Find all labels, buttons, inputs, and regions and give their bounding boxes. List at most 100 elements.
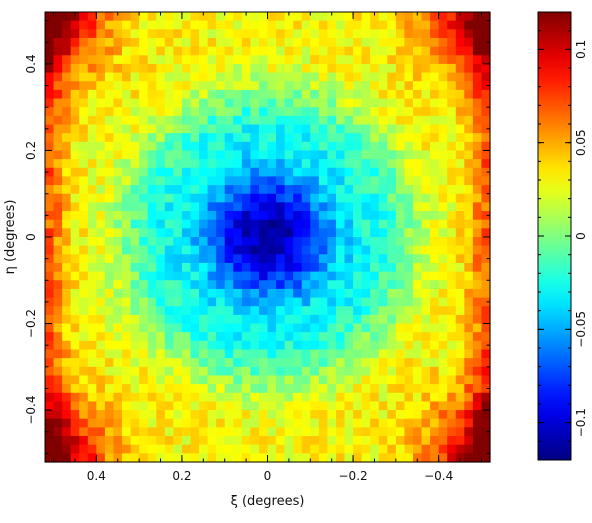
heatmap-cell — [241, 384, 251, 394]
heatmap-cell — [293, 219, 303, 229]
heatmap-cell — [233, 185, 243, 195]
heatmap-cell — [79, 219, 89, 229]
heatmap-cell — [370, 375, 380, 385]
heatmap-cell — [310, 384, 320, 394]
heatmap-cell — [199, 133, 209, 143]
heatmap-cell — [353, 133, 363, 143]
heatmap-cell — [70, 323, 80, 333]
heatmap-cell — [318, 159, 329, 169]
heatmap-cell — [96, 46, 106, 56]
heatmap-cell — [318, 410, 329, 420]
heatmap-cell — [224, 340, 234, 351]
heatmap-cell — [130, 202, 140, 212]
heatmap-cell — [327, 176, 337, 186]
heatmap-cell — [472, 46, 483, 56]
heatmap-cell — [267, 20, 277, 30]
heatmap-cell — [481, 55, 491, 65]
heatmap-cell — [241, 288, 251, 299]
heatmap-cell — [387, 314, 397, 325]
heatmap-cell — [70, 63, 80, 74]
heatmap-cell — [361, 29, 371, 39]
heatmap-cell — [438, 55, 448, 65]
heatmap-cell — [395, 211, 406, 221]
heatmap-cell — [353, 288, 363, 299]
heatmap-cell — [62, 72, 72, 82]
heatmap-cell — [164, 228, 174, 238]
heatmap-cell — [378, 297, 388, 307]
heatmap-cell — [378, 366, 388, 377]
heatmap-cell — [310, 37, 320, 48]
heatmap-cell — [233, 332, 243, 342]
heatmap-cell — [224, 219, 234, 229]
heatmap-cell — [62, 444, 72, 454]
heatmap-cell — [190, 63, 200, 74]
heatmap-cell — [156, 245, 166, 255]
heatmap-cell — [395, 392, 406, 403]
heatmap-cell — [241, 202, 251, 212]
heatmap-cell — [164, 237, 174, 247]
heatmap-cell — [164, 375, 174, 385]
heatmap-cell — [472, 219, 483, 229]
heatmap-cell — [104, 150, 115, 160]
heatmap-cell — [104, 124, 115, 134]
heatmap-cell — [199, 37, 209, 48]
heatmap-cell — [267, 280, 277, 290]
heatmap-cell — [104, 20, 115, 30]
heatmap-cell — [70, 55, 80, 65]
heatmap-cell — [481, 410, 491, 420]
heatmap-cell — [79, 89, 89, 100]
heatmap-cell — [301, 141, 311, 152]
heatmap-cell — [96, 12, 106, 22]
heatmap-cell — [353, 401, 363, 411]
heatmap-cell — [53, 444, 63, 454]
heatmap-cell — [173, 418, 183, 428]
heatmap-cell — [122, 29, 132, 39]
heatmap-cell — [404, 29, 414, 39]
heatmap-cell — [455, 288, 465, 299]
heatmap-cell — [45, 141, 55, 152]
heatmap-cell — [199, 366, 209, 377]
heatmap-cell — [387, 288, 397, 299]
heatmap-cell — [233, 271, 243, 281]
heatmap-cell — [447, 245, 457, 255]
heatmap-cell — [344, 115, 354, 126]
heatmap-cell — [233, 107, 243, 117]
heatmap-cell — [327, 418, 337, 428]
heatmap-cell — [293, 332, 303, 342]
heatmap-cell — [318, 202, 329, 212]
heatmap-cell — [378, 245, 388, 255]
heatmap-cell — [258, 262, 269, 273]
heatmap-cell — [45, 72, 55, 82]
heatmap-cell — [173, 340, 183, 351]
heatmap-cell — [404, 358, 414, 368]
heatmap-cell — [207, 323, 217, 333]
heatmap-cell — [181, 193, 192, 203]
heatmap-cell — [199, 340, 209, 351]
heatmap-cell — [62, 323, 72, 333]
heatmap-cell — [70, 271, 80, 281]
heatmap-cell — [430, 37, 440, 48]
heatmap-cell — [293, 436, 303, 446]
heatmap-cell — [472, 358, 483, 368]
heatmap-cell — [404, 245, 414, 255]
heatmap-cell — [104, 418, 115, 428]
heatmap-cell — [190, 133, 200, 143]
heatmap-cell — [104, 98, 115, 108]
heatmap-cell — [62, 219, 72, 229]
heatmap-cell — [224, 63, 234, 74]
heatmap-cell — [181, 12, 192, 22]
heatmap-cell — [455, 29, 465, 39]
heatmap-cell — [104, 55, 115, 65]
heatmap-cell — [216, 410, 226, 420]
heatmap-cell — [276, 107, 286, 117]
heatmap-cell — [353, 453, 363, 463]
heatmap-cell — [447, 427, 457, 437]
heatmap-cell — [293, 107, 303, 117]
heatmap-cell — [293, 306, 303, 316]
heatmap-cell — [447, 37, 457, 48]
heatmap-cell — [190, 444, 200, 454]
heatmap-cell — [156, 262, 166, 273]
heatmap-cell — [276, 219, 286, 229]
heatmap-cell — [207, 159, 217, 169]
